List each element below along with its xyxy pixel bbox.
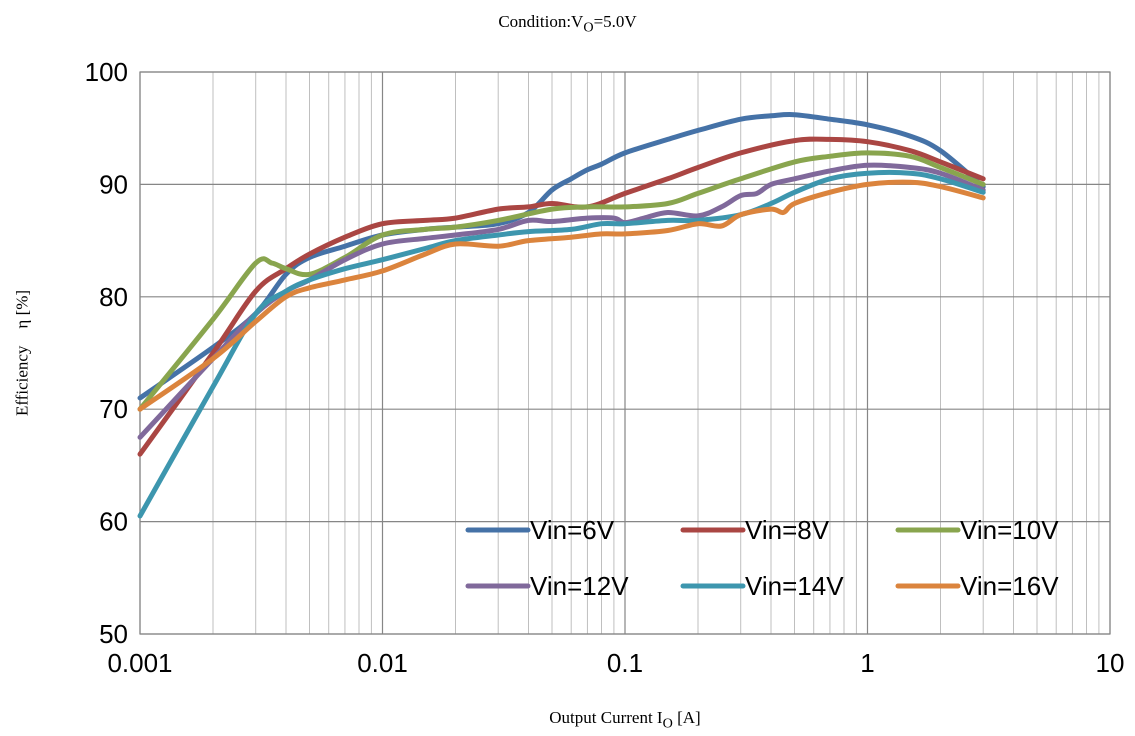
x-axis-label-suffix: [A] [672,708,701,727]
series-line [137,169,986,519]
chart-title: Condition:VO=5.0V [0,12,1135,36]
legend-label: Vin=10V [960,515,1059,545]
legend-label: Vin=14V [745,571,844,601]
y-tick-label: 90 [99,169,128,199]
x-tick-label: 0.01 [357,648,408,678]
series-line [137,179,986,412]
chart-title-prefix: Condition:V [498,12,584,31]
x-axis-label-prefix: Output Current I [549,708,663,727]
chart-title-sub: O [583,19,594,36]
legend-label: Vin=6V [530,515,615,545]
series-line [137,150,986,412]
legend-label: Vin=8V [745,515,830,545]
x-tick-label: 0.001 [107,648,172,678]
y-tick-label: 100 [85,57,128,87]
x-tick-label: 10 [1096,648,1125,678]
plot-border [139,71,1111,635]
series-line [137,112,986,401]
x-axis-label: Output Current IO [A] [140,708,1110,732]
series-line [137,136,986,457]
x-tick-label: 1 [860,648,874,678]
x-axis-label-sub: O [662,715,673,732]
x-tick-label: 0.1 [607,648,643,678]
legend-label: Vin=12V [530,571,629,601]
y-tick-label: 80 [99,282,128,312]
chart-title-suffix: =5.0V [593,12,637,31]
y-tick-label: 50 [99,619,128,649]
legend-label: Vin=16V [960,571,1059,601]
y-tick-label: 70 [99,394,128,424]
y-tick-label: 60 [99,507,128,537]
